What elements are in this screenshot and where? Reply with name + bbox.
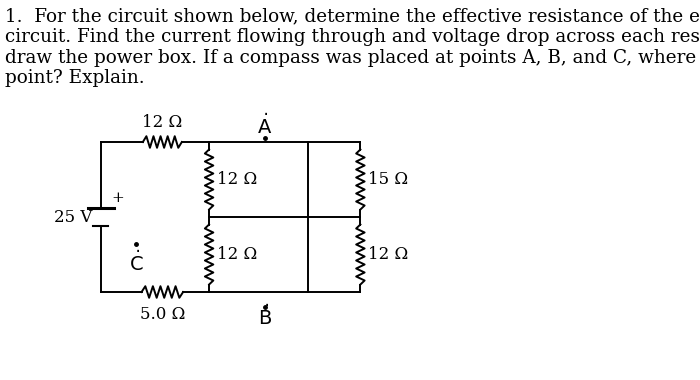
Text: +: + — [111, 191, 124, 205]
Text: 12 Ω: 12 Ω — [142, 114, 183, 131]
Text: $\dot{\mathrm{B}}$: $\dot{\mathrm{B}}$ — [258, 304, 272, 329]
Text: $\dot{\mathrm{A}}$: $\dot{\mathrm{A}}$ — [258, 113, 272, 138]
Text: $\dot{\mathrm{C}}$: $\dot{\mathrm{C}}$ — [129, 250, 144, 275]
Text: 12 Ω: 12 Ω — [217, 171, 257, 188]
Text: 12 Ω: 12 Ω — [368, 246, 408, 263]
Text: 25 V: 25 V — [55, 209, 93, 225]
Text: 12 Ω: 12 Ω — [217, 246, 257, 263]
Text: 1.  For the circuit shown below, determine the effective resistance of the entir: 1. For the circuit shown below, determin… — [5, 7, 700, 87]
Text: 15 Ω: 15 Ω — [368, 171, 408, 188]
Text: 5.0 Ω: 5.0 Ω — [140, 306, 185, 323]
